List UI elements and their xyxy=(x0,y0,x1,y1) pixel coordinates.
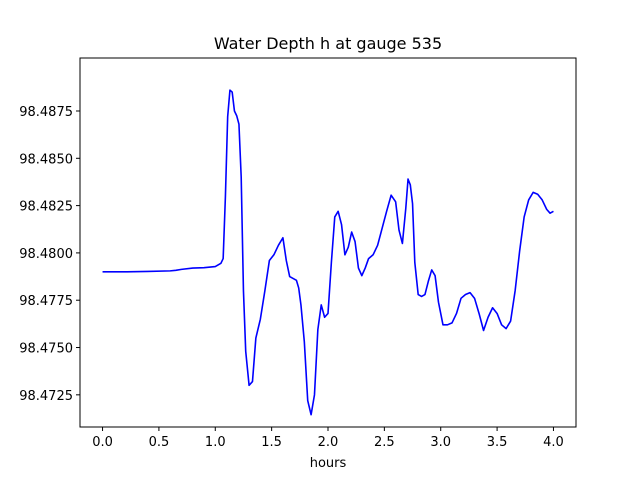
x-tick-label: 3.5 xyxy=(487,435,508,450)
y-tick-label: 98.4850 xyxy=(19,152,73,167)
y-tick-label: 98.4800 xyxy=(19,247,73,262)
y-tick-label: 98.4725 xyxy=(19,389,73,404)
y-axis: 98.4725 98.4750 98.4775 98.4800 98.4825 98.48… xyxy=(19,105,80,404)
x-tick-label: 2.0 xyxy=(318,435,339,450)
x-tick-label: 3.0 xyxy=(430,435,451,450)
x-tick-label: 0.0 xyxy=(92,435,113,450)
plot-content xyxy=(102,89,554,416)
series-line-0 xyxy=(102,89,554,416)
x-tick-label: 0.5 xyxy=(149,435,170,450)
x-axis-label: hours xyxy=(310,456,347,471)
y-tick-label: 98.4750 xyxy=(19,342,73,357)
chart-title: Water Depth h at gauge 535 xyxy=(214,34,442,53)
x-tick-label: 1.5 xyxy=(261,435,282,450)
y-tick-label: 98.4875 xyxy=(19,105,73,120)
x-tick-label: 4.0 xyxy=(543,435,564,450)
y-tick-label: 98.4825 xyxy=(19,200,73,215)
x-tick-label: 1.0 xyxy=(205,435,226,450)
x-tick-label: 2.5 xyxy=(374,435,395,450)
x-axis: 0.0 0.5 1.0 1.5 2.0 2.5 3.0 3.5 4.0 xyxy=(92,427,564,450)
y-tick-label: 98.4775 xyxy=(19,294,73,309)
